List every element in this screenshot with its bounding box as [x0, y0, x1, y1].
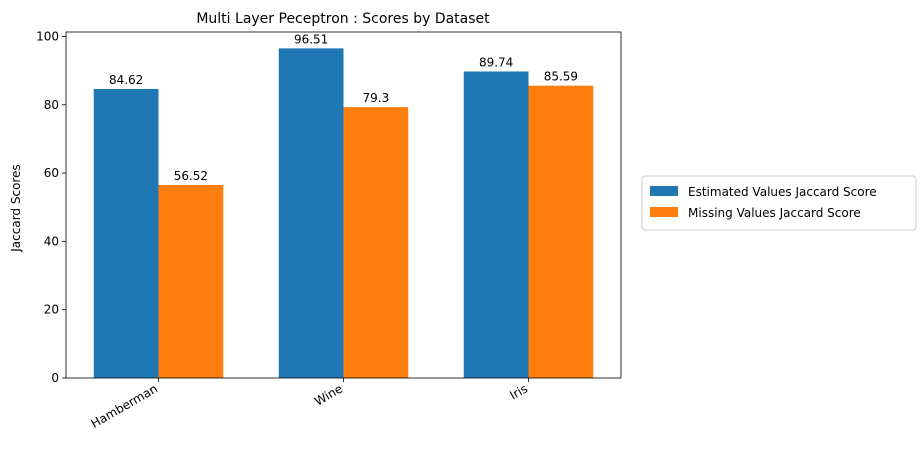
bar-wine-series-1 [278, 48, 344, 378]
y-tick-label: 0 [51, 371, 59, 385]
bar-iris-series-1 [463, 71, 529, 378]
bars-group [93, 48, 594, 379]
x-tick-label: Iris [507, 381, 530, 402]
y-axis-label: Jaccard Scores [9, 164, 23, 252]
y-tick-label: 20 [44, 303, 59, 317]
y-tick-label: 100 [36, 29, 59, 43]
y-tick-label: 80 [44, 98, 59, 112]
plot-frame [65, 31, 622, 379]
bar-value-label: 89.74 [479, 55, 513, 69]
bar-hamberman-series-2 [158, 184, 224, 378]
bar-value-label: 84.62 [109, 73, 143, 87]
x-tick-label: Wine [312, 381, 345, 408]
bar-value-label: 96.51 [294, 32, 328, 46]
x-axis-ticks: Hamberman Wine Iris [89, 378, 530, 431]
legend-entry: Estimated Values Jaccard Score [688, 185, 877, 199]
y-tick-label: 60 [44, 166, 59, 180]
bar-iris-series-2 [528, 85, 594, 379]
y-tick-label: 40 [44, 234, 59, 248]
x-tick-label: Hamberman [89, 381, 160, 430]
bar-wine-series-2 [343, 107, 409, 379]
bar-labels-group: 84.62 96.51 89.74 56.52 79.3 85.59 [109, 32, 578, 183]
bar-value-label: 85.59 [544, 70, 578, 84]
legend-swatch [650, 207, 678, 217]
chart-title: Multi Layer Peceptron : Scores by Datase… [196, 11, 490, 27]
bar-hamberman-series-1 [93, 88, 159, 378]
y-axis-ticks: 0 20 40 60 80 100 [36, 29, 66, 385]
legend: Estimated Values Jaccard Score Missing Va… [641, 175, 917, 231]
legend-entry: Missing Values Jaccard Score [688, 206, 861, 220]
legend-swatch [650, 186, 678, 196]
bar-value-label: 79.3 [363, 91, 390, 105]
legend-box [641, 175, 917, 231]
bar-value-label: 56.52 [174, 169, 208, 183]
